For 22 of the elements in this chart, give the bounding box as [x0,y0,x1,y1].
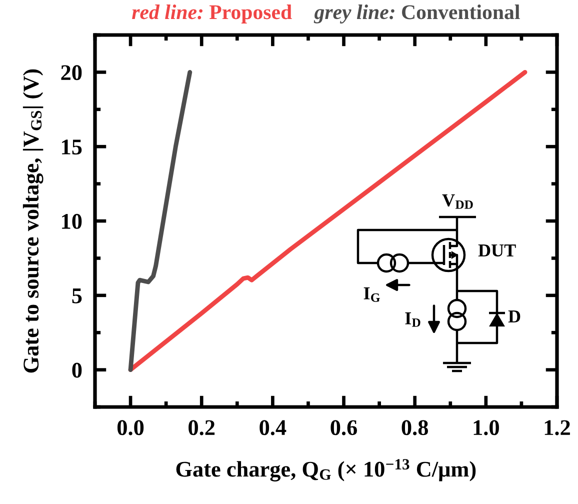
x-tick-label: 1.2 [544,420,570,436]
line-series [128,70,192,372]
y-tick-label: 0 [72,362,82,378]
annotation: I$_{G}$ [364,287,380,302]
x-tick-label: 0.0 [117,420,144,436]
annotation: V$_{DD}$ [442,194,473,209]
y-axis-title: Gate to source voltage, |V$_{GS}$| (V) [22,69,44,373]
x-tick-label: 0.8 [402,420,428,436]
annotation: I$_{D}$ [405,312,420,327]
text: red line: Proposed [132,4,292,24]
y-tick-label: 5 [72,288,82,304]
y-tick-label: 15 [62,140,82,155]
y-tick-label: 10 [62,214,82,229]
annotation: DUT [478,244,516,257]
x-axis-title: Gate charge, Q$_{G}$ (× 10$^{−13}$ C/μm) [176,459,476,482]
text: grey line: Conventional [314,4,520,24]
annotation: D [508,310,520,322]
x-tick-label: 0.6 [330,420,358,436]
x-tick-label: 0.2 [188,420,215,436]
x-tick-label: 0.4 [260,420,286,436]
x-tick-label: 1.0 [474,420,499,436]
y-tick-label: 20 [61,65,82,80]
